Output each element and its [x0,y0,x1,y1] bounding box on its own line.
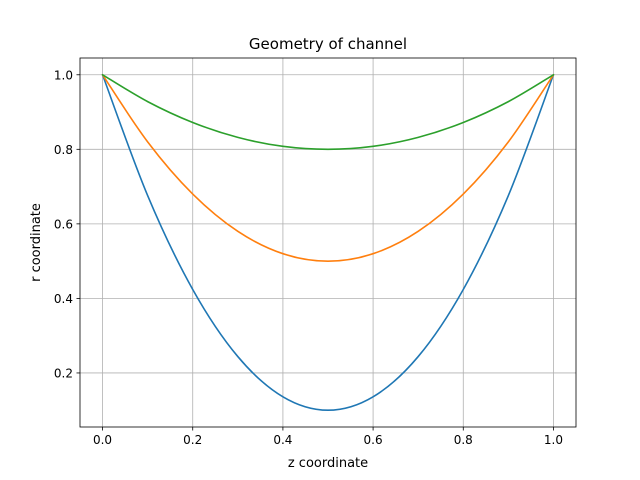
x-tick-label: 0.0 [93,433,112,447]
x-tick-label: 0.8 [454,433,473,447]
y-tick-label: 0.2 [54,366,73,380]
x-tick-label: 0.2 [183,433,202,447]
y-tick-label: 1.0 [54,68,73,82]
grid [80,58,576,427]
chart-title: Geometry of channel [249,35,407,53]
y-tick-label: 0.6 [54,217,73,231]
x-tick-label: 0.4 [273,433,292,447]
y-tick-label: 0.8 [54,143,73,157]
y-axis-label: r coordinate [29,203,44,282]
series-line-3 [101,73,555,151]
x-axis-label: z coordinate [288,456,368,471]
plot-frame [79,57,577,428]
y-tick-label: 0.4 [54,292,73,306]
ticks: 0.0 0.2 0.4 0.6 0.8 1.0 0.2 0.4 0.6 0.8 1.0 [54,68,563,447]
series-line-1 [101,73,555,412]
series-line-2 [101,73,555,262]
series-lines [101,73,555,412]
x-tick-label: 1.0 [544,433,563,447]
x-tick-label: 0.6 [364,433,383,447]
